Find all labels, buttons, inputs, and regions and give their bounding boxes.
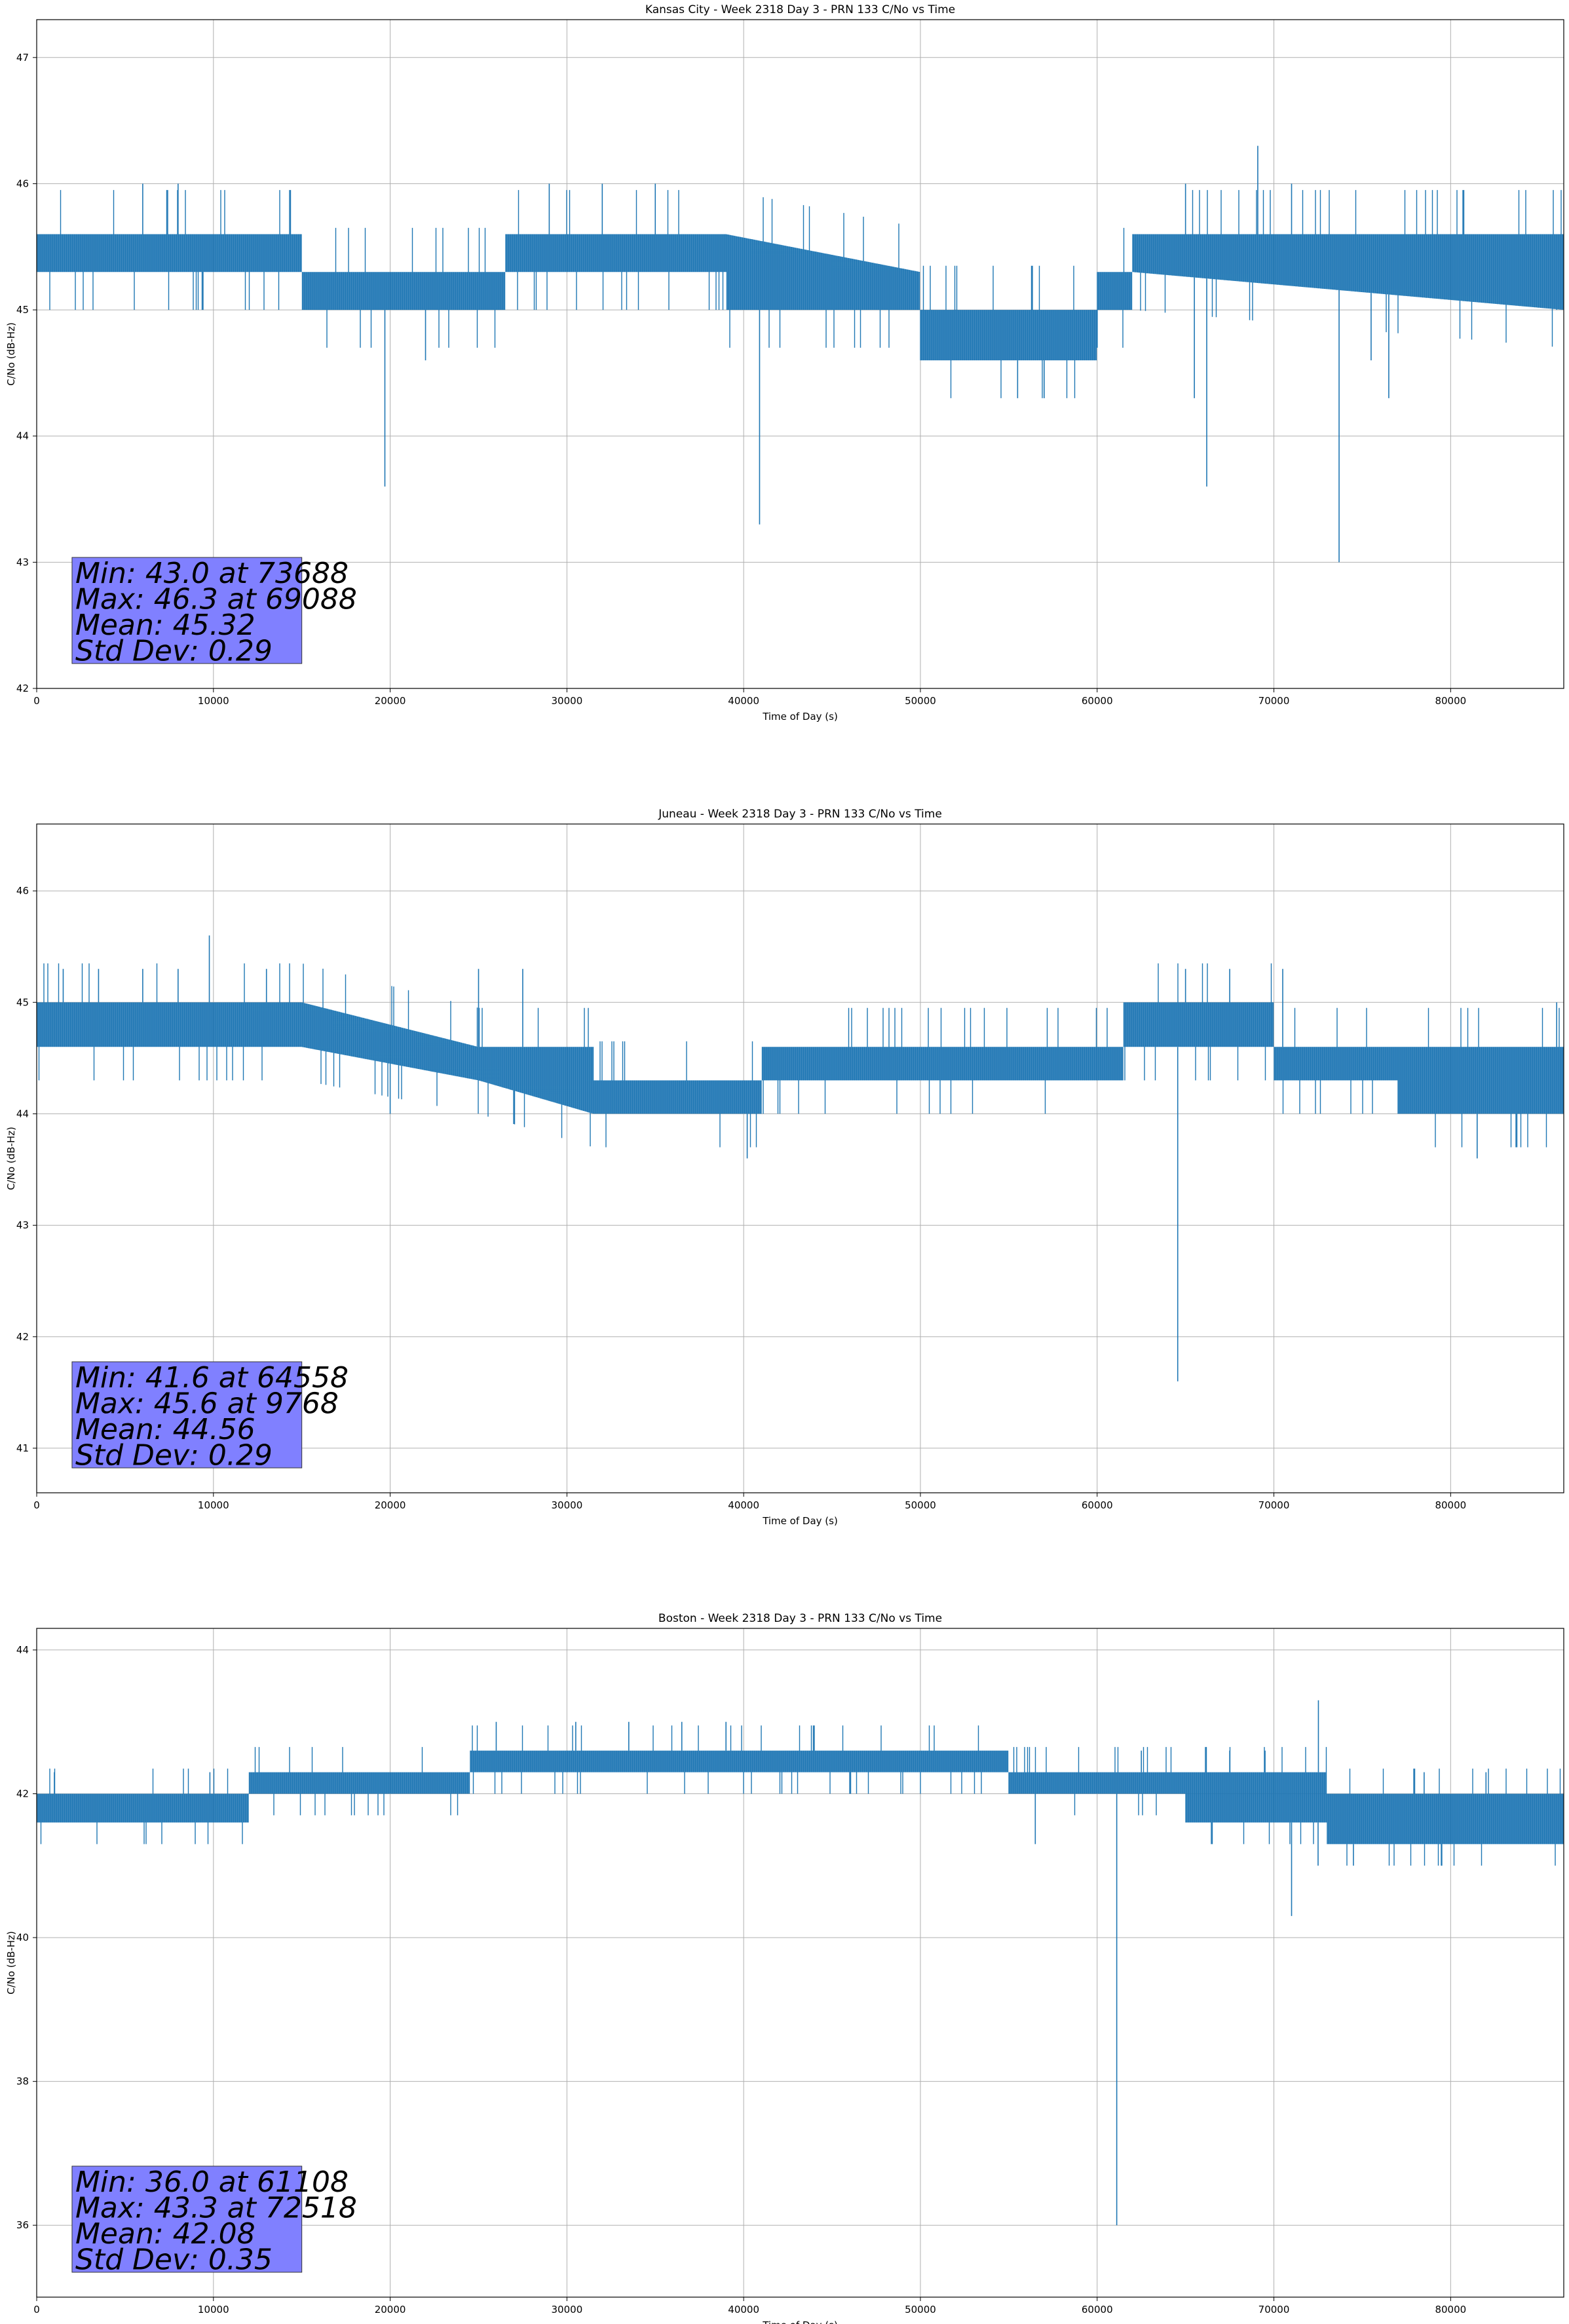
x-tick-label: 0	[33, 2304, 40, 2315]
y-tick-label: 46	[16, 178, 29, 189]
x-tick-label: 70000	[1258, 695, 1290, 707]
data-series-line	[37, 963, 1564, 1148]
stats-box	[71, 557, 303, 664]
x-tick-label: 10000	[198, 695, 229, 707]
plot-frame	[36, 823, 1564, 1493]
x-axis-label: Time of Day (s)	[762, 711, 838, 722]
x-tick-label: 60000	[1082, 1499, 1113, 1511]
x-tick-label: 60000	[1082, 2304, 1113, 2315]
x-tick-label: 60000	[1082, 695, 1113, 707]
x-tick-label: 40000	[728, 695, 759, 707]
plot-frame	[36, 1628, 1564, 2298]
x-tick-label: 80000	[1435, 695, 1466, 707]
x-tick-label: 10000	[198, 1499, 229, 1511]
x-tick-label: 40000	[728, 2304, 759, 2315]
y-tick-label: 42	[16, 1331, 29, 1343]
y-tick-label: 44	[16, 1644, 29, 1656]
stats-line: Min: 36.0 at 61108	[75, 2165, 349, 2199]
data-series-line	[37, 1725, 1564, 1866]
x-axis-label: Time of Day (s)	[762, 2319, 838, 2324]
stats-line: Min: 43.0 at 73688	[75, 557, 349, 590]
y-tick-label: 42	[16, 683, 29, 694]
x-tick-label: 70000	[1258, 1499, 1290, 1511]
chart-title: Juneau - Week 2318 Day 3 - PRN 133 C/No …	[658, 808, 942, 821]
stats-line: Mean: 45.32	[75, 609, 255, 642]
stats-line: Mean: 42.08	[75, 2217, 255, 2251]
stats-line: Std Dev: 0.29	[75, 635, 273, 668]
x-tick-label: 20000	[375, 1499, 406, 1511]
y-axis-label: C/No (dB-Hz)	[5, 322, 17, 386]
x-tick-label: 30000	[552, 1499, 583, 1511]
x-tick-label: 80000	[1435, 1499, 1466, 1511]
stats-box	[71, 1361, 303, 1469]
x-tick-label: 50000	[905, 695, 936, 707]
y-tick-label: 43	[16, 556, 29, 568]
x-tick-label: 20000	[375, 695, 406, 707]
chart-panel-0: 0 10000 20000 30000 40000 50000 60000 70000 8000…	[5, 3, 1564, 722]
x-tick-label: 50000	[905, 2304, 936, 2315]
x-tick-label: 40000	[728, 1499, 759, 1511]
stats-line: Max: 45.6 at 9768	[75, 1387, 339, 1421]
stats-line: Std Dev: 0.29	[75, 1439, 273, 1472]
y-tick-label: 45	[16, 304, 29, 316]
y-tick-label: 46	[16, 885, 29, 897]
x-tick-label: 70000	[1258, 2304, 1290, 2315]
stats-line: Mean: 44.56	[75, 1413, 255, 1446]
chart-panel-2: 0 10000 20000 30000 40000 50000 60000 70000 8000…	[5, 1612, 1564, 2324]
y-tick-label: 38	[16, 2076, 29, 2088]
data-series-line	[37, 190, 1564, 398]
x-tick-label: 20000	[375, 2304, 406, 2315]
y-tick-label: 40	[16, 1932, 29, 1943]
chart-panel-1: 0 10000 20000 30000 40000 50000 60000 70000 8000…	[5, 808, 1564, 1527]
chart-title: Kansas City - Week 2318 Day 3 - PRN 133 …	[645, 3, 955, 16]
x-tick-label: 30000	[552, 2304, 583, 2315]
y-tick-label: 44	[16, 1108, 29, 1119]
x-tick-label: 0	[33, 695, 40, 707]
y-axis-label: C/No (dB-Hz)	[5, 1931, 17, 1995]
y-tick-label: 45	[16, 996, 29, 1008]
x-tick-label: 30000	[552, 695, 583, 707]
y-tick-label: 44	[16, 430, 29, 442]
stats-line: Max: 43.3 at 72518	[75, 2192, 357, 2225]
x-tick-label: 10000	[198, 2304, 229, 2315]
x-tick-label: 50000	[905, 1499, 936, 1511]
plot-frame	[36, 19, 1564, 689]
stats-line: Max: 46.3 at 69088	[75, 583, 357, 616]
x-tick-label: 0	[33, 1499, 40, 1511]
y-tick-label: 42	[16, 1788, 29, 1800]
y-tick-label: 47	[16, 52, 29, 64]
y-axis-label: C/No (dB-Hz)	[5, 1127, 17, 1190]
stats-box	[71, 2165, 303, 2273]
x-axis-label: Time of Day (s)	[762, 1515, 838, 1527]
stats-line: Std Dev: 0.35	[75, 2243, 273, 2277]
stats-line: Min: 41.6 at 64558	[75, 1361, 349, 1395]
chart-title: Boston - Week 2318 Day 3 - PRN 133 C/No …	[658, 1612, 942, 1625]
y-tick-label: 36	[16, 2219, 29, 2231]
y-tick-label: 43	[16, 1220, 29, 1231]
x-tick-label: 80000	[1435, 2304, 1466, 2315]
y-tick-label: 41	[16, 1442, 29, 1454]
